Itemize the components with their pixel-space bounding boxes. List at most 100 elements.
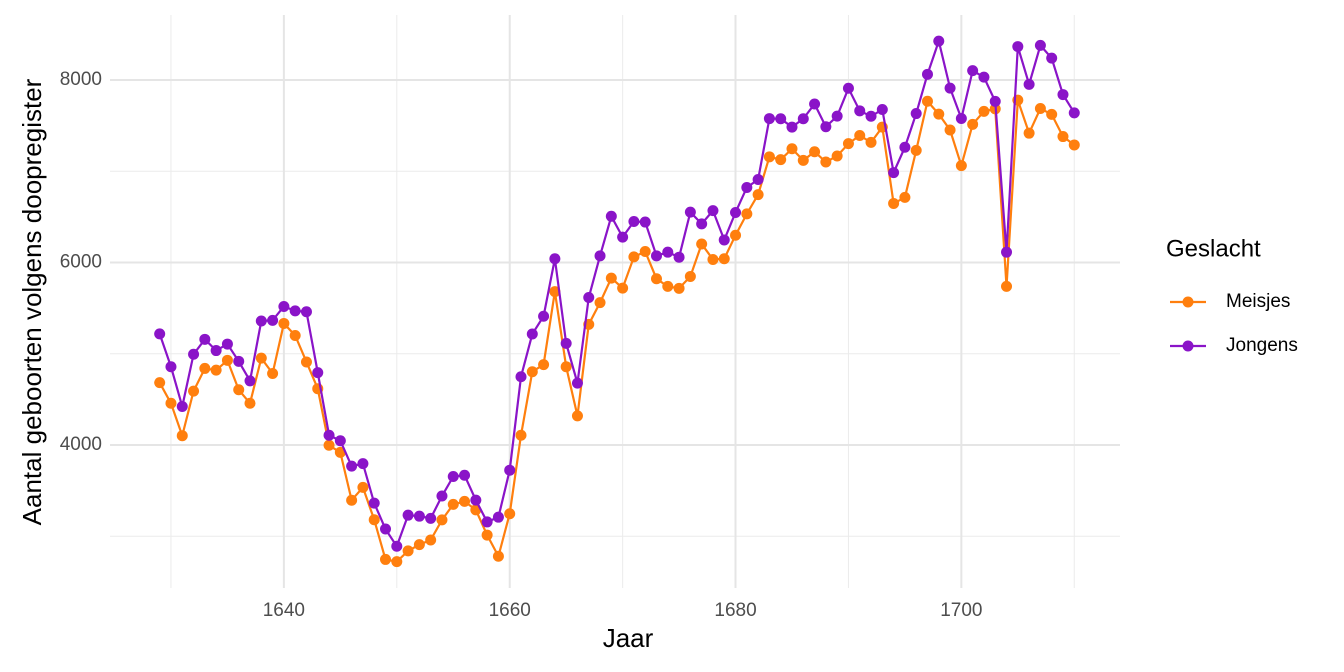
point — [278, 317, 290, 329]
point — [504, 508, 516, 520]
point — [323, 429, 335, 441]
point — [176, 430, 188, 442]
point — [639, 246, 651, 258]
point — [560, 361, 572, 373]
point — [809, 98, 821, 110]
point — [413, 510, 425, 522]
point — [188, 348, 200, 360]
point — [899, 191, 911, 203]
point — [628, 216, 640, 228]
point — [1068, 107, 1080, 119]
point — [910, 108, 922, 120]
point — [617, 282, 629, 294]
point — [820, 156, 832, 168]
point — [165, 397, 177, 409]
point — [842, 82, 854, 94]
legend-label: Meisjes — [1226, 291, 1290, 312]
point — [571, 377, 583, 389]
point — [538, 310, 550, 322]
point — [289, 329, 301, 341]
point — [255, 352, 267, 364]
point — [921, 95, 933, 107]
point — [1057, 89, 1069, 101]
point — [978, 105, 990, 117]
point — [809, 146, 821, 158]
point — [188, 385, 200, 397]
point — [865, 136, 877, 148]
point — [944, 124, 956, 136]
point — [199, 333, 211, 345]
x-tick-label: 1660 — [489, 600, 531, 621]
point — [436, 490, 448, 502]
point — [662, 246, 674, 258]
point — [233, 355, 245, 367]
point — [1012, 41, 1024, 53]
point — [289, 305, 301, 317]
point — [233, 384, 245, 396]
point — [447, 498, 459, 510]
point — [1046, 52, 1058, 64]
point — [267, 314, 279, 326]
point — [797, 113, 809, 125]
point — [639, 216, 651, 228]
point — [583, 292, 595, 304]
point — [154, 328, 166, 340]
point — [775, 154, 787, 166]
point — [154, 377, 166, 389]
point — [221, 338, 233, 350]
point — [515, 371, 527, 383]
point — [357, 481, 369, 493]
point — [413, 539, 425, 551]
point — [797, 154, 809, 166]
point — [459, 495, 471, 507]
x-axis-title: Jaar — [603, 623, 654, 653]
point — [1001, 280, 1013, 292]
point — [617, 231, 629, 243]
point — [1023, 127, 1035, 139]
point — [662, 280, 674, 292]
point — [492, 511, 504, 523]
series — [154, 35, 1080, 552]
point — [684, 206, 696, 218]
point — [560, 337, 572, 349]
point — [300, 356, 312, 368]
y-tick-label: 8000 — [60, 69, 102, 90]
point — [854, 105, 866, 117]
legend-title: Geslacht — [1166, 235, 1261, 262]
point — [1001, 246, 1013, 258]
point — [605, 210, 617, 222]
point — [865, 110, 877, 122]
point — [447, 470, 459, 482]
point — [334, 446, 346, 458]
point — [910, 144, 922, 156]
point — [933, 35, 945, 47]
point — [210, 364, 222, 376]
point — [741, 208, 753, 220]
point — [515, 429, 527, 441]
legend-item: Jongens — [1170, 335, 1298, 356]
point — [650, 250, 662, 262]
point — [763, 151, 775, 163]
point — [368, 497, 380, 509]
point — [1023, 78, 1035, 90]
legend-item: Meisjes — [1170, 291, 1290, 312]
point — [978, 71, 990, 83]
point — [921, 68, 933, 80]
point — [357, 458, 369, 470]
point — [199, 362, 211, 374]
point — [1034, 103, 1046, 115]
point — [752, 189, 764, 201]
point — [752, 174, 764, 186]
point — [605, 272, 617, 284]
point — [368, 514, 380, 526]
point — [1057, 131, 1069, 143]
point — [549, 253, 561, 265]
point — [255, 315, 267, 327]
point — [481, 529, 493, 541]
point — [210, 345, 222, 357]
point — [707, 205, 719, 217]
point — [380, 553, 392, 565]
point — [526, 366, 538, 378]
point — [526, 328, 538, 340]
